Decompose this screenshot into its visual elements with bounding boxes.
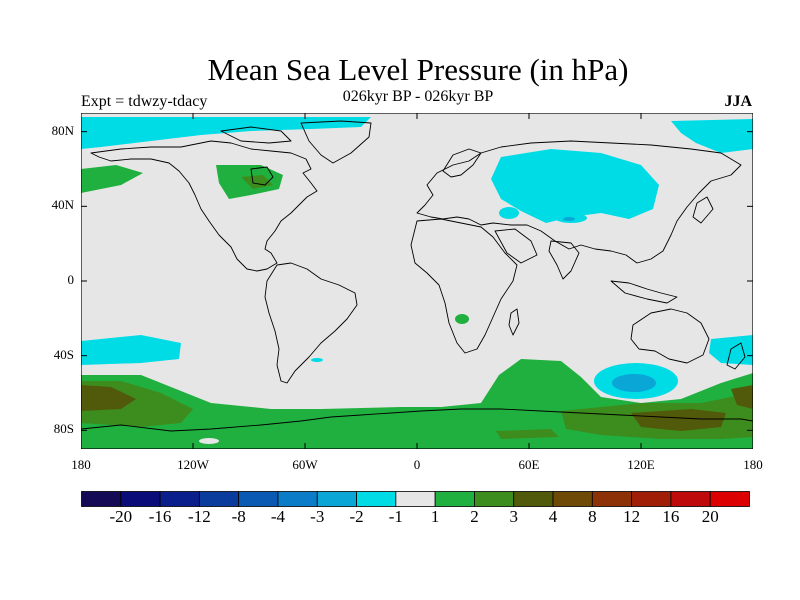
ross-negative-spot (199, 438, 219, 444)
season-label: JJA (724, 93, 752, 110)
colorbar-swatch (474, 491, 515, 507)
colorbar-swatch (316, 491, 357, 507)
colorbar-swatch (81, 491, 122, 507)
colorbar-swatch (395, 491, 436, 507)
colorbar-label: -20 (109, 507, 133, 526)
lon-label: 120E (627, 457, 655, 472)
arabia-coast (494, 228, 538, 264)
colorbar-swatch (120, 491, 161, 507)
lon-label: 0 (413, 457, 421, 472)
colorbar-label: 3 (509, 507, 518, 526)
south-pacific-positive-inner (81, 385, 136, 411)
colorbar-label: -2 (349, 507, 364, 526)
colorbar-label: -8 (231, 507, 246, 526)
colorbar-label: -3 (310, 507, 325, 526)
colorbar-swatch (159, 491, 200, 507)
experiment-label: Expt = tdwzy-tdacy (81, 93, 208, 110)
colorbar-label: 16 (662, 507, 680, 526)
greenland-coast (300, 120, 372, 164)
india-coast (548, 240, 580, 280)
east-antarctic-positive-inner (731, 385, 753, 409)
hudson-positive-core (241, 175, 273, 189)
lat-label: 40N (51, 197, 74, 213)
lon-label: 60E (518, 457, 540, 472)
lat-label: 40S (53, 346, 74, 362)
map-subtitle: 026kyr BP - 026kyr BP (342, 88, 494, 105)
colorbar-label: -1 (388, 507, 403, 526)
new-zealand-coast (726, 342, 746, 370)
colorbar-swatch (198, 491, 240, 507)
south-indian-negative-core (612, 374, 656, 392)
tibet-negative-core (563, 217, 575, 221)
lon-label: 60W (292, 457, 318, 472)
colorbar-label: 12 (623, 507, 641, 526)
colorbar-label: -12 (188, 507, 211, 526)
colorbar-label: -4 (270, 507, 286, 526)
antarctica-coast (81, 408, 753, 432)
colorbar-label: 4 (548, 507, 558, 526)
coastlines (81, 120, 753, 432)
colorbar-swatch (631, 491, 672, 507)
small-negative-region (311, 358, 323, 362)
scandinavia-coast (442, 148, 482, 178)
arctic-east-negative-region (671, 119, 753, 153)
colorbar-swatch (513, 491, 554, 507)
africa-coast (410, 218, 518, 354)
caspian-negative-region (499, 207, 519, 219)
colorbar-label: 8 (588, 507, 597, 526)
japan-coast (692, 196, 714, 224)
colorbar-swatch (277, 491, 318, 507)
south-america-coast (264, 262, 358, 384)
colorbar-swatch (591, 491, 633, 507)
pressure-map (81, 113, 753, 449)
north-pacific-positive-region (81, 165, 143, 193)
colorbar-label: 2 (470, 507, 479, 526)
lat-label: 80S (53, 421, 74, 437)
colorbar-label: 20 (701, 507, 719, 526)
colorbar-swatch (238, 491, 279, 507)
north-america-coast (90, 140, 318, 272)
south-pacific-negative-region (81, 335, 181, 365)
lat-label: 80N (51, 122, 74, 138)
colorbar-swatch (709, 491, 750, 507)
indonesia-coast (610, 280, 678, 304)
colorbar-swatch (670, 491, 711, 507)
weddell-positive-core (496, 429, 559, 439)
arctic-islands-coast (220, 126, 292, 144)
colorbar-swatch (434, 491, 475, 507)
siberia-negative-region (491, 149, 659, 223)
map-ticks (81, 113, 753, 449)
lon-label: 120W (177, 457, 209, 472)
colorbar-swatch (356, 491, 397, 507)
lon-label: 180 (71, 457, 91, 472)
lat-label: 0 (67, 272, 75, 287)
colorbar-swatch (552, 491, 593, 507)
madagascar-coast (508, 308, 520, 336)
colorbar-label: 1 (430, 507, 440, 526)
antarctic-positive-inner (631, 409, 726, 431)
hudson-bay-coast (250, 166, 274, 186)
lon-label: 180 (743, 457, 763, 472)
australia-coast (630, 308, 710, 364)
colorbar-label: -16 (148, 507, 172, 526)
colorbar (81, 491, 750, 507)
southern-africa-positive-region (455, 314, 469, 324)
anomaly-fills (81, 117, 753, 449)
map-title: Mean Sea Level Pressure (in hPa) (207, 52, 629, 87)
eurasia-coast (416, 140, 742, 264)
